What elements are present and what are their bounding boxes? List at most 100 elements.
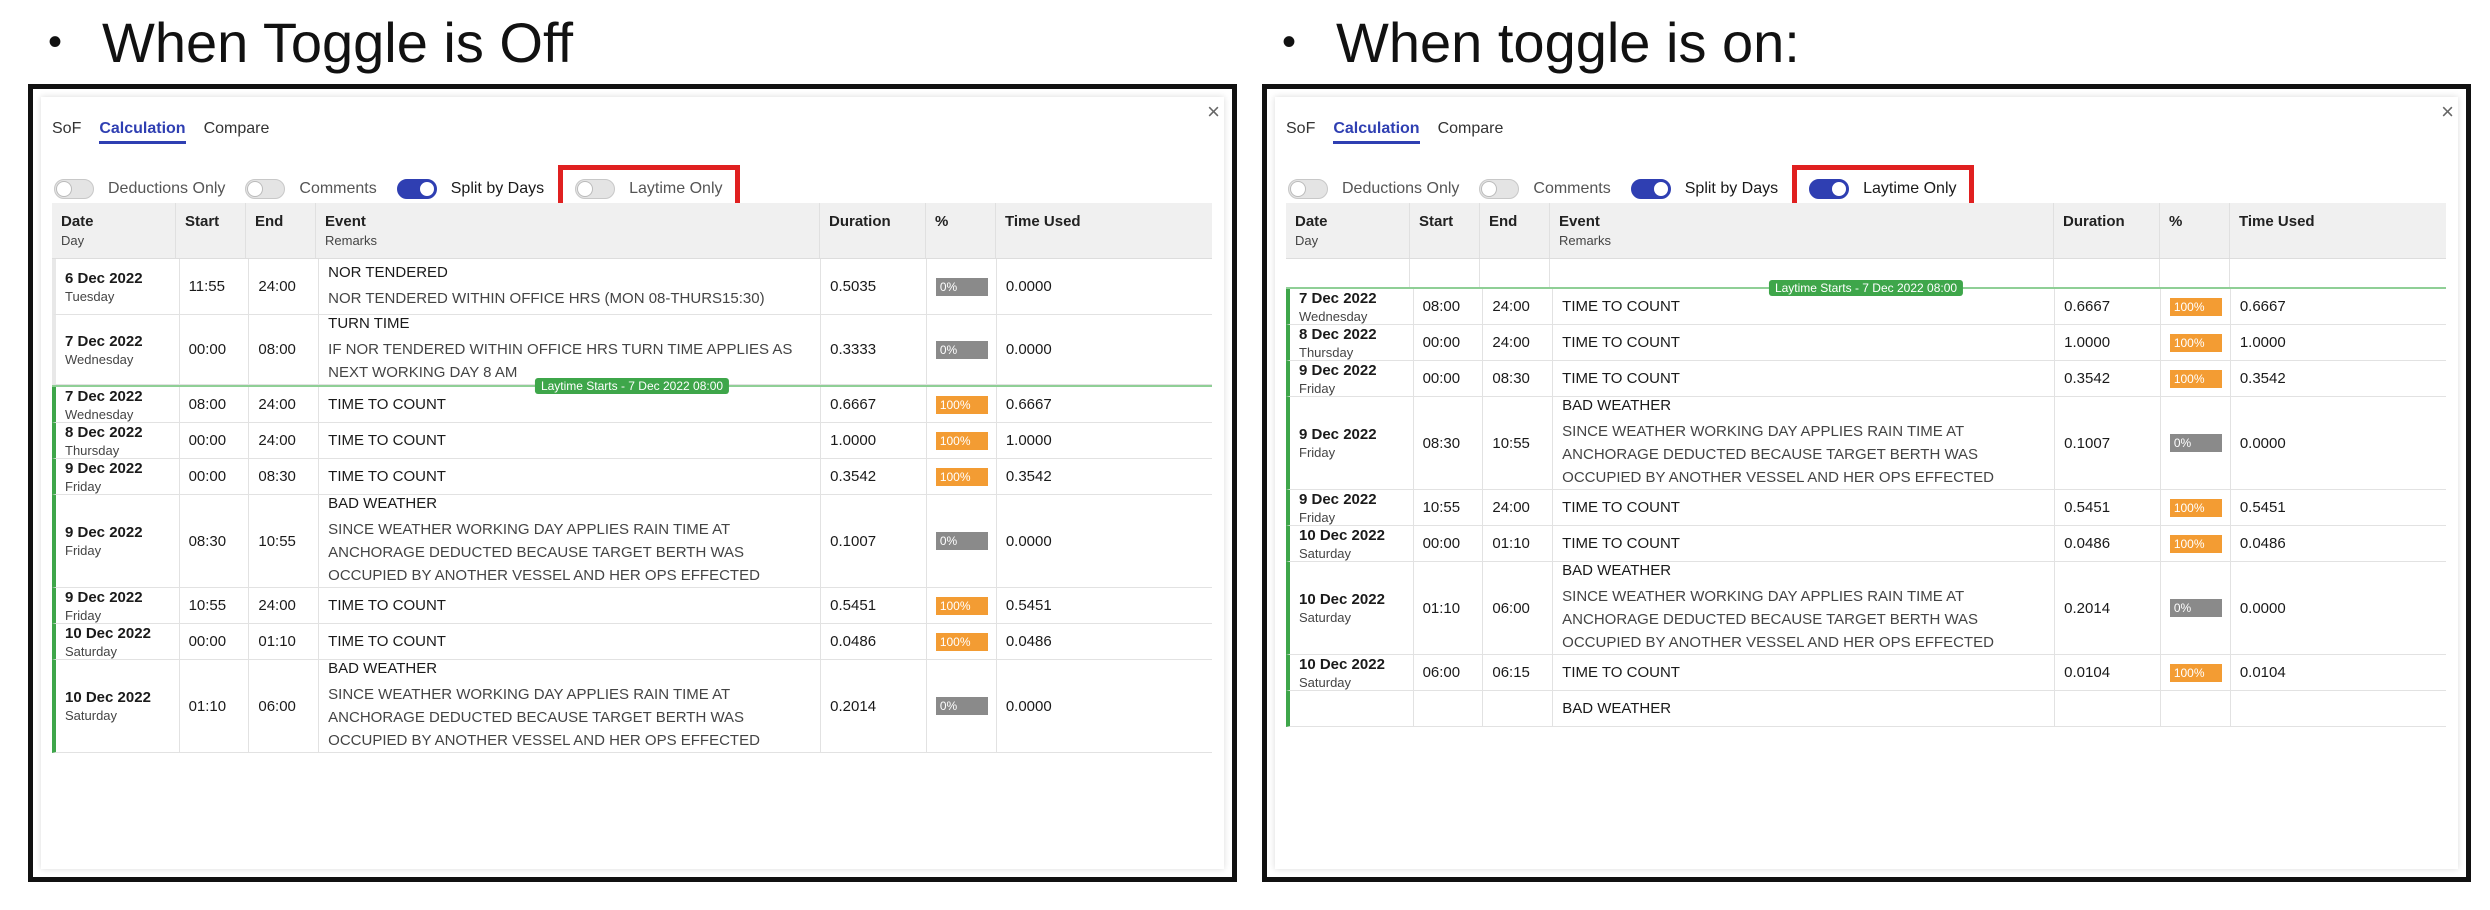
toggle-switch-icon[interactable] — [54, 179, 94, 199]
toggle-switch-icon[interactable] — [1288, 179, 1328, 199]
event-remark: SINCE WEATHER WORKING DAY APPLIES RAIN T… — [1562, 588, 1994, 651]
start-cell: 08:30 — [1414, 397, 1484, 489]
deductions-toggle[interactable]: Deductions Only — [1288, 176, 1459, 202]
toggle-switch-icon[interactable] — [245, 179, 286, 199]
deductions-toggle[interactable]: Deductions Only — [54, 176, 225, 202]
col-pct[interactable]: % — [926, 203, 996, 258]
date-cell — [1290, 691, 1414, 726]
start-cell: 00:00 — [180, 423, 250, 458]
pct-badge: 100% — [935, 596, 988, 615]
col-duration[interactable]: Duration — [2054, 203, 2160, 258]
close-icon[interactable]: × — [2441, 99, 2454, 124]
table-row[interactable]: 10 Dec 2022 Saturday 00:00 01:10 TIME TO COU… — [1286, 526, 2446, 562]
day-text: Friday — [1299, 380, 1336, 396]
right-heading-text: When toggle is on: — [1336, 10, 1800, 74]
day-text: Friday — [65, 607, 102, 623]
col-end[interactable]: End — [1480, 203, 1550, 258]
date-cell: 9 Dec 2022 Friday — [56, 588, 180, 623]
comments-toggle[interactable]: Comments — [245, 176, 377, 202]
table-row[interactable]: 9 Dec 2022 Friday 10:55 24:00 TIME TO COUNT 0… — [52, 588, 1212, 624]
end-cell: 24:00 — [1483, 289, 1554, 324]
split-by-days-toggle[interactable]: Split by Days — [1630, 176, 1778, 202]
comments-toggle[interactable]: Comments — [1479, 176, 1611, 202]
date-cell: 10 Dec 2022 Saturday — [1290, 562, 1414, 654]
col-date[interactable]: Date Day — [1286, 203, 1410, 258]
toggle-switch-icon[interactable] — [1479, 179, 1520, 199]
table-row[interactable]: BAD WEATHER — [1286, 691, 2446, 727]
event-cell: TURN TIME IF NOR TENDERED WITHIN OFFICE H… — [319, 315, 822, 384]
table-row[interactable]: 9 Dec 2022 Friday 08:30 10:55 BAD WEATHER SIN… — [1286, 397, 2446, 490]
time-used-cell: 1.0000 — [2239, 334, 2286, 351]
duration-cell: 0.5451 — [821, 588, 927, 623]
time-used-cell — [2231, 691, 2446, 726]
time-used-cell: 0.0000 — [1005, 697, 1052, 715]
left-heading: • When Toggle is Off — [48, 6, 573, 78]
date-text: 9 Dec 2022 — [65, 459, 143, 477]
event-title: BAD WEATHER — [328, 495, 438, 512]
event-title: TIME TO COUNT — [328, 597, 446, 614]
toggle-switch-icon[interactable] — [396, 179, 437, 199]
event-title: TIME TO COUNT — [1562, 535, 1680, 552]
col-time-used[interactable]: Time Used — [1005, 213, 1081, 230]
tab-calculation[interactable]: Calculation — [99, 116, 186, 144]
event-remark: IF NOR TENDERED WITHIN OFFICE HRS TURN T… — [328, 341, 793, 381]
end-cell: 24:00 — [1483, 325, 1554, 360]
tab-compare[interactable]: Compare — [1437, 120, 1504, 137]
table-row[interactable]: 10 Dec 2022 Saturday 00:00 01:10 TIME TO COU… — [52, 624, 1212, 660]
date-text: 9 Dec 2022 — [1299, 361, 1377, 379]
toggle-switch-icon[interactable] — [575, 179, 616, 199]
event-title: TIME TO COUNT — [328, 468, 446, 485]
table-row[interactable]: 10 Dec 2022 Saturday 06:00 06:15 TIME TO COU… — [1286, 655, 2446, 691]
time-used-cell: 0.3542 — [2239, 370, 2286, 387]
col-event[interactable]: Event Remarks — [316, 203, 820, 258]
table-row[interactable]: 7 Dec 2022 Wednesday 00:00 08:00 TURN TIME IF… — [52, 315, 1212, 385]
event-title: TIME TO COUNT — [328, 432, 446, 449]
col-pct[interactable]: % — [2160, 203, 2230, 258]
col-end[interactable]: End — [246, 203, 316, 258]
screenshot-toggle-on: × SoF Calculation Compare Deductions Onl… — [1262, 84, 2471, 882]
duration-cell: 0.3333 — [821, 315, 927, 384]
end-cell: 08:30 — [249, 459, 320, 494]
event-title: TIME TO COUNT — [1562, 664, 1680, 681]
date-text: 7 Dec 2022 — [65, 387, 143, 405]
bullet: • — [48, 19, 63, 64]
event-cell: TIME TO COUNT — [1553, 526, 2056, 561]
table-row[interactable]: 9 Dec 2022 Friday 10:55 24:00 TIME TO COUNT 0… — [1286, 490, 2446, 526]
time-used-cell: 0.5451 — [2239, 499, 2286, 516]
table-row[interactable]: 8 Dec 2022 Thursday 00:00 24:00 TIME TO COUN… — [52, 423, 1212, 459]
tab-sof[interactable]: SoF — [52, 120, 82, 137]
tab-compare[interactable]: Compare — [203, 120, 270, 137]
toggle-label: Laytime Only — [629, 180, 723, 197]
col-duration[interactable]: Duration — [820, 203, 926, 258]
toggle-label: Comments — [1533, 180, 1611, 197]
close-icon[interactable]: × — [1207, 99, 1220, 124]
event-title: BAD WEATHER — [328, 660, 438, 677]
pct-cell: 100% — [2161, 289, 2231, 324]
pct-badge: 0% — [935, 340, 988, 359]
day-text: Wednesday — [1299, 308, 1368, 324]
table-row[interactable]: 6 Dec 2022 Tuesday 11:55 24:00 NOR TENDERED N… — [52, 259, 1212, 315]
start-cell: 00:00 — [180, 624, 250, 659]
col-time-used[interactable]: Time Used — [2239, 213, 2315, 230]
table-row[interactable]: 7 Dec 2022 Wednesday 08:00 24:00 TIME TO COU… — [1286, 289, 2446, 325]
col-start[interactable]: Start — [1410, 203, 1480, 258]
event-title: TIME TO COUNT — [328, 396, 446, 413]
day-text: Friday — [1299, 445, 1336, 460]
col-date[interactable]: Date Day — [52, 203, 176, 258]
toggle-switch-icon[interactable] — [1630, 179, 1671, 199]
table-row[interactable]: 9 Dec 2022 Friday 08:30 10:55 BAD WEATHER SIN… — [52, 495, 1212, 588]
table-row[interactable]: 9 Dec 2022 Friday 00:00 08:30 TIME TO COUNT 0… — [1286, 361, 2446, 397]
table-row[interactable]: 9 Dec 2022 Friday 00:00 08:30 TIME TO COUNT 0… — [52, 459, 1212, 495]
toggle-switch-icon[interactable] — [1809, 179, 1850, 199]
col-event[interactable]: Event Remarks — [1550, 203, 2054, 258]
table-row[interactable]: 10 Dec 2022 Saturday 01:10 06:00 BAD WEATHER… — [52, 660, 1212, 753]
col-start[interactable]: Start — [176, 203, 246, 258]
end-cell: 06:00 — [1483, 562, 1554, 654]
split-by-days-toggle[interactable]: Split by Days — [396, 176, 544, 202]
calculation-panel: × SoF Calculation Compare Deductions Onl… — [41, 97, 1224, 869]
time-used-cell: 0.5451 — [1005, 597, 1052, 614]
table-row[interactable]: 8 Dec 2022 Thursday 00:00 24:00 TIME TO COUN… — [1286, 325, 2446, 361]
tab-sof[interactable]: SoF — [1286, 120, 1316, 137]
table-row[interactable]: 10 Dec 2022 Saturday 01:10 06:00 BAD WEATHER… — [1286, 562, 2446, 655]
tab-calculation[interactable]: Calculation — [1333, 116, 1420, 144]
